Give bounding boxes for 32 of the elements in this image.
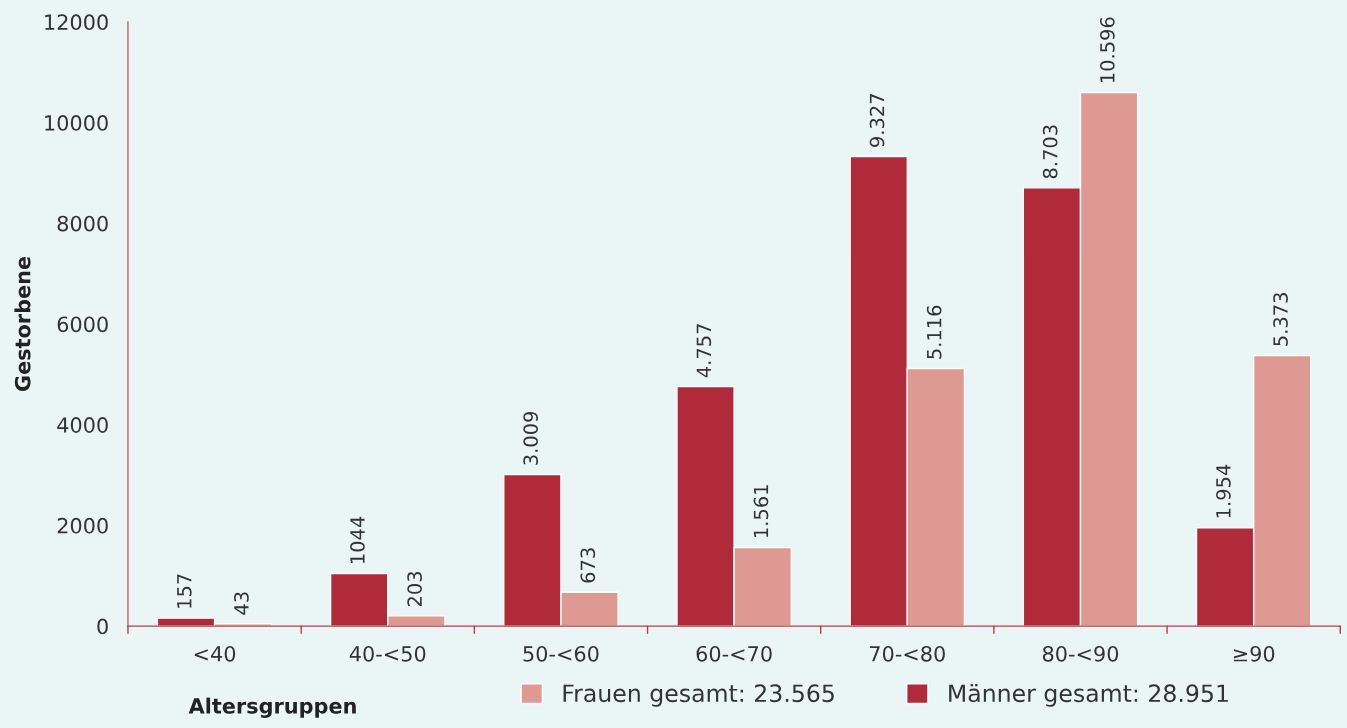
data-label: 10.596: [1100, 17, 1115, 83]
data-label: 3.009: [523, 411, 538, 465]
data-label: 1.954: [1216, 464, 1231, 518]
x-tick-label: ≥90: [1233, 645, 1275, 662]
y-tick-label: 2000: [57, 517, 108, 534]
data-label: 1.561: [753, 485, 769, 538]
y-tick-label: 4000: [57, 417, 108, 433]
y-tick-label: 8000: [57, 215, 108, 232]
x-tick-label: 70-<80: [870, 645, 945, 662]
legend-label: Frauen gesamt: 23.565: [563, 684, 834, 707]
y-tick-label: 12000: [45, 14, 108, 31]
y-tick-label: 0: [97, 618, 108, 635]
data-label: 9.327: [869, 94, 885, 147]
y-tick-label: 6000: [57, 316, 108, 333]
legend-label: Männer gesamt: 28.951: [949, 683, 1228, 707]
y-tick-label: 10000: [45, 115, 108, 131]
data-label: 1044: [350, 516, 365, 564]
y-axis-title: Gestorbene: [14, 256, 31, 392]
data-label: 5.373: [1273, 293, 1288, 346]
data-label: 673: [580, 548, 596, 583]
x-tick-label: 80-<90: [1042, 645, 1119, 662]
x-tick-label: 50-<60: [523, 645, 599, 662]
x-tick-label: <40: [194, 645, 236, 662]
data-label: 4.757: [696, 324, 712, 378]
data-label: 43: [234, 592, 249, 615]
x-axis-title: Altersgruppen: [188, 697, 356, 718]
data-label: 5.116: [926, 305, 942, 359]
x-tick-label: 60-<70: [696, 645, 772, 662]
x-tick-label: 40-<50: [349, 645, 426, 662]
data-label: 8.703: [1042, 125, 1058, 179]
data-label: 203: [407, 571, 422, 607]
data-label: 157: [177, 574, 192, 608]
